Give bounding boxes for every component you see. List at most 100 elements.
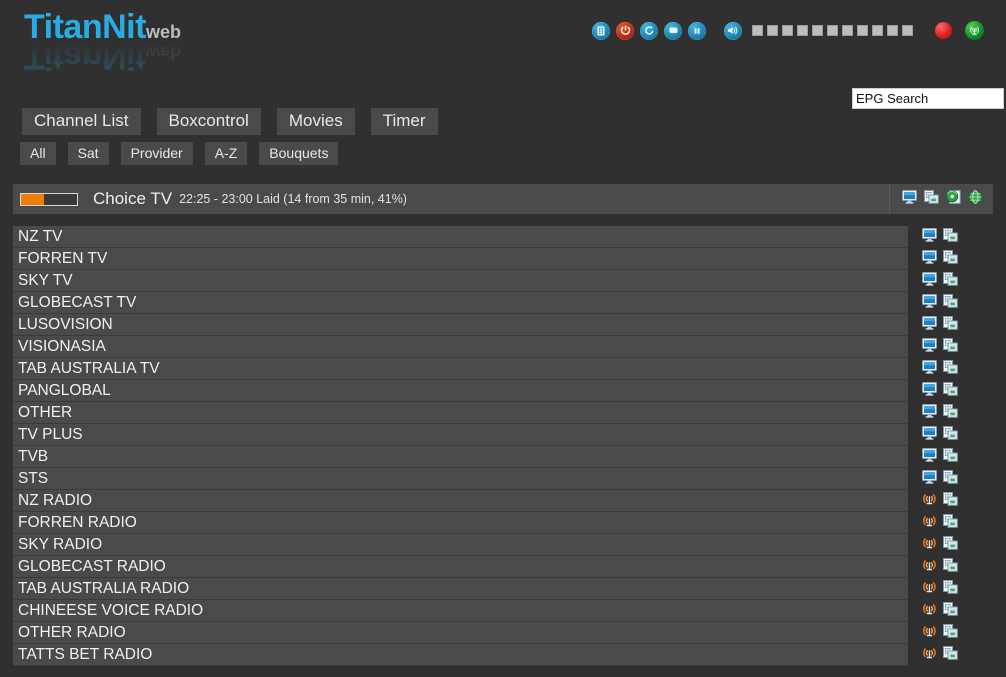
channel-row-label[interactable]: TAB AUSTRALIA RADIO [13,578,908,600]
channel-row[interactable]: SKY TV [13,270,993,292]
channel-row-label[interactable]: SKY TV [13,270,908,292]
monitor-icon[interactable] [922,271,937,291]
monitor-icon[interactable] [922,425,937,445]
filter-provider[interactable]: Provider [120,142,193,165]
bouquet-copy-icon[interactable] [943,469,958,489]
antenna-icon[interactable] [922,492,937,511]
bouquet-copy-icon[interactable] [943,491,958,511]
channel-row-label[interactable]: CHINEESE VOICE RADIO [13,600,908,622]
zap-tv-icon[interactable] [902,189,917,209]
web-icon[interactable] [968,189,983,209]
channel-row[interactable]: NZ TV [13,226,993,248]
power-icon[interactable] [616,21,634,40]
channel-row-label[interactable]: STS [13,468,908,490]
bouquet-copy-icon[interactable] [943,557,958,577]
volume-icon[interactable] [724,21,742,40]
channel-row[interactable]: CHINEESE VOICE RADIO [13,600,993,622]
stream-icon[interactable] [946,189,961,209]
monitor-icon[interactable] [922,293,937,313]
channel-row-label[interactable]: VISIONASIA [13,336,908,358]
channel-row[interactable]: TAB AUSTRALIA TV [13,358,993,380]
channel-row-label[interactable]: LUSOVISION [13,314,908,336]
channel-row[interactable]: TATTS BET RADIO [13,644,993,666]
channel-row-label[interactable]: SKY RADIO [13,534,908,556]
channel-row-label[interactable]: GLOBECAST TV [13,292,908,314]
antenna-icon[interactable] [922,558,937,577]
bouquet-copy-icon[interactable] [943,601,958,621]
bouquet-copy-icon[interactable] [943,535,958,555]
channel-row-label[interactable]: GLOBECAST RADIO [13,556,908,578]
bouquet-copy-icon[interactable] [943,513,958,533]
tab-movies[interactable]: Movies [276,108,355,135]
monitor-icon[interactable] [922,337,937,357]
channel-row[interactable]: TV PLUS [13,424,993,446]
volume-step[interactable] [827,25,838,36]
bouquet-copy-icon[interactable] [943,623,958,643]
antenna-icon[interactable] [922,536,937,555]
bouquet-copy-icon[interactable] [943,271,958,291]
monitor-icon[interactable] [922,403,937,423]
bouquet-copy-icon[interactable] [943,293,958,313]
antenna-icon[interactable] [922,602,937,621]
channel-row-label[interactable]: PANGLOBAL [13,380,908,402]
bouquet-copy-icon[interactable] [943,645,958,665]
volume-step[interactable] [902,25,913,36]
tab-boxcontrol[interactable]: Boxcontrol [156,108,261,135]
volume-step[interactable] [767,25,778,36]
monitor-icon[interactable] [922,447,937,467]
channel-row[interactable]: PANGLOBAL [13,380,993,402]
volume-step[interactable] [812,25,823,36]
antenna-icon[interactable] [922,646,937,665]
channel-row[interactable]: NZ RADIO [13,490,993,512]
filter-all[interactable]: All [20,142,56,165]
bouquet-copy-icon[interactable] [943,425,958,445]
channel-row[interactable]: FORREN RADIO [13,512,993,534]
channel-row[interactable]: LUSOVISION [13,314,993,336]
antenna-icon[interactable] [922,624,937,643]
volume-step[interactable] [872,25,883,36]
epg-search-input[interactable] [852,88,1004,109]
channel-row[interactable]: TAB AUSTRALIA RADIO [13,578,993,600]
monitor-icon[interactable] [922,381,937,401]
pause-icon[interactable] [688,21,706,40]
channel-row-label[interactable]: TATTS BET RADIO [13,644,908,666]
antenna-icon[interactable] [922,514,937,533]
monitor-icon[interactable] [922,249,937,269]
volume-step[interactable] [842,25,853,36]
channel-row[interactable]: TVB [13,446,993,468]
channel-row-label[interactable]: TV PLUS [13,424,908,446]
antenna-icon[interactable] [922,580,937,599]
bouquet-copy-icon[interactable] [943,381,958,401]
bouquet-copy-icon[interactable] [943,359,958,379]
bouquet-copy-icon[interactable] [943,403,958,423]
filter-sat[interactable]: Sat [67,142,109,165]
channel-row[interactable]: FORREN TV [13,248,993,270]
channel-row[interactable]: GLOBECAST TV [13,292,993,314]
channel-row-label[interactable]: NZ TV [13,226,908,248]
bouquet-copy-icon[interactable] [943,579,958,599]
channel-row-label[interactable]: FORREN RADIO [13,512,908,534]
filter-bouquets[interactable]: Bouquets [259,142,339,165]
bouquet-copy-icon[interactable] [943,249,958,269]
monitor-icon[interactable] [922,315,937,335]
channel-row-label[interactable]: TAB AUSTRALIA TV [13,358,908,380]
channel-row[interactable]: STS [13,468,993,490]
volume-step[interactable] [857,25,868,36]
channel-row-label[interactable]: NZ RADIO [13,490,908,512]
channel-row[interactable]: GLOBECAST RADIO [13,556,993,578]
signal-icon[interactable] [965,21,984,40]
channel-row[interactable]: OTHER [13,402,993,424]
bouquet-copy-icon[interactable] [943,337,958,357]
bouquet-copy-icon[interactable] [943,315,958,335]
bouquet-copy-icon[interactable] [943,447,958,467]
volume-step[interactable] [782,25,793,36]
bouquet-copy-icon[interactable] [924,189,939,209]
channel-row[interactable]: OTHER RADIO [13,622,993,644]
filter-a-z[interactable]: A-Z [204,142,248,165]
keypad-icon[interactable] [592,21,610,40]
volume-level-bar[interactable] [752,25,913,36]
channel-row-label[interactable]: TVB [13,446,908,468]
volume-step[interactable] [887,25,898,36]
volume-step[interactable] [797,25,808,36]
tab-channel-list[interactable]: Channel List [22,108,141,135]
